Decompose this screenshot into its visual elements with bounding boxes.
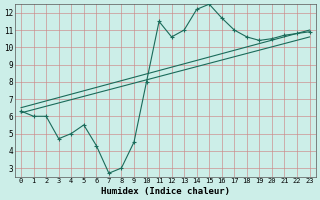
X-axis label: Humidex (Indice chaleur): Humidex (Indice chaleur) <box>101 187 230 196</box>
